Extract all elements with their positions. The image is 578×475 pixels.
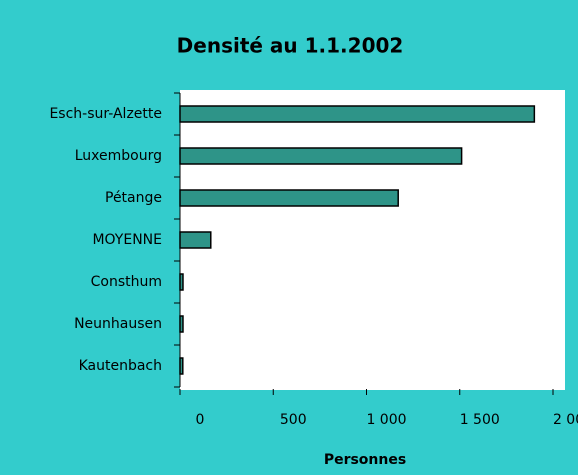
y-tick-label: Luxembourg xyxy=(75,148,162,164)
bar xyxy=(179,357,184,375)
y-tick-label: Pétange xyxy=(105,190,162,206)
bar xyxy=(179,105,536,123)
x-tick-label: 0 xyxy=(196,412,205,428)
x-axis-label: Personnes xyxy=(324,452,406,468)
y-tick-label: Consthum xyxy=(91,274,162,290)
y-tick-label: Esch-sur-Alzette xyxy=(49,106,162,122)
bar xyxy=(179,189,399,207)
y-tick-label: Kautenbach xyxy=(79,358,162,374)
x-tick-label: 2 000 xyxy=(553,412,578,428)
bar xyxy=(179,315,184,333)
plot-area xyxy=(180,90,565,390)
y-tick-label: MOYENNE xyxy=(92,232,162,248)
bar xyxy=(179,231,212,249)
x-tick-label: 1 000 xyxy=(366,412,406,428)
x-tick-label: 500 xyxy=(280,412,307,428)
bar xyxy=(179,147,463,165)
chart-title: Densité au 1.1.2002 xyxy=(177,34,404,58)
bar xyxy=(179,273,184,291)
y-tick-label: Neunhausen xyxy=(74,316,162,332)
x-tick-label: 1 500 xyxy=(460,412,500,428)
